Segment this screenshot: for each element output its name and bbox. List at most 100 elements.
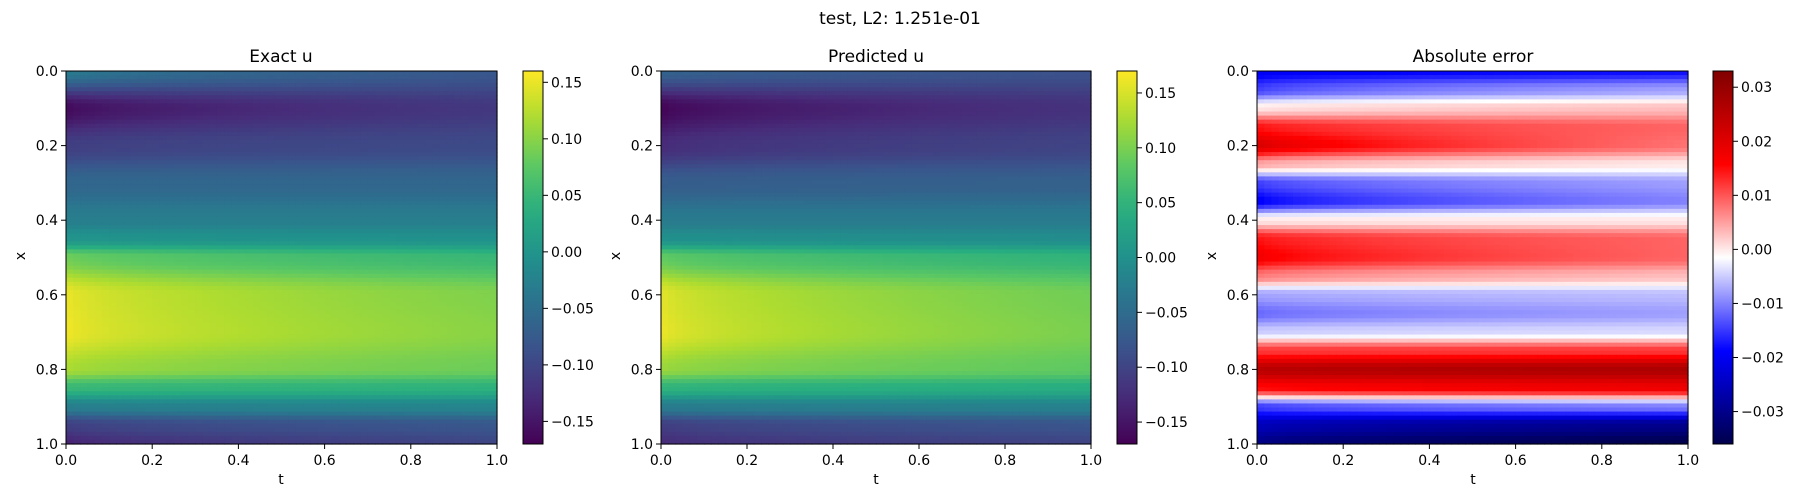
heatmap-cell: [202, 79, 211, 84]
heatmap-cell: [475, 75, 484, 80]
heatmap-cell: [489, 383, 498, 388]
heatmap-cell: [482, 95, 491, 100]
heatmap-cell: [231, 71, 239, 76]
heatmap-cell: [396, 79, 405, 84]
heatmap-cell: [374, 131, 383, 137]
heatmap-cell: [331, 111, 340, 117]
heatmap-cell: [252, 83, 261, 88]
heatmap-cell: [231, 302, 239, 307]
heatmap-cell: [274, 334, 283, 340]
heatmap-cell: [73, 310, 81, 315]
heatmap-cell: [403, 391, 412, 396]
heatmap-cell: [259, 342, 268, 348]
heatmap-cell: [80, 269, 89, 275]
heatmap-cell: [224, 379, 232, 384]
heatmap-cell: [209, 281, 218, 287]
heatmap-cell: [331, 184, 340, 190]
heatmap-cell: [338, 395, 347, 400]
heatmap-cell: [231, 366, 239, 372]
heatmap-cell: [73, 184, 81, 190]
heatmap-cell: [80, 91, 89, 96]
heatmap-cell: [274, 395, 283, 400]
heatmap-cell: [159, 354, 168, 360]
heatmap-cell: [188, 395, 196, 400]
heatmap-cell: [252, 192, 261, 198]
heatmap-cell: [389, 131, 398, 137]
heatmap-cell: [389, 253, 398, 259]
heatmap-cell: [224, 289, 232, 295]
heatmap-cell: [439, 135, 448, 141]
heatmap-cell: [453, 79, 462, 84]
heatmap-cell: [159, 119, 168, 125]
heatmap-cell: [403, 87, 412, 92]
heatmap-cell: [353, 310, 362, 315]
heatmap-cell: [137, 338, 146, 344]
heatmap-cell: [109, 326, 117, 332]
heatmap-cell: [209, 371, 218, 376]
heatmap-cell: [353, 383, 362, 388]
heatmap-cell: [231, 362, 239, 368]
heatmap-cell: [66, 225, 74, 230]
heatmap-cell: [173, 403, 182, 409]
heatmap-cell: [123, 407, 132, 413]
heatmap-cell: [166, 289, 175, 295]
heatmap-cell: [238, 403, 247, 409]
heatmap-cell: [475, 334, 484, 340]
heatmap-cell: [288, 212, 297, 218]
heatmap-cell: [101, 115, 110, 121]
heatmap-cell: [216, 293, 225, 299]
heatmap-cell: [173, 71, 182, 76]
heatmap-cell: [73, 229, 81, 234]
heatmap-cell: [417, 366, 426, 372]
heatmap-cell: [288, 399, 297, 405]
heatmap-cell: [288, 371, 297, 376]
heatmap-cell: [209, 334, 218, 340]
heatmap-cell: [267, 152, 275, 157]
heatmap-cell: [382, 204, 390, 210]
heatmap-cell: [252, 362, 261, 368]
heatmap-cell: [410, 261, 419, 267]
heatmap-cell: [331, 314, 340, 319]
heatmap-cell: [425, 298, 433, 303]
heatmap-cell: [382, 330, 390, 336]
heatmap-cell: [461, 119, 469, 125]
heatmap-cell: [346, 75, 354, 80]
heatmap-cell: [252, 387, 261, 392]
heatmap-cell: [173, 322, 182, 328]
heatmap-cell: [152, 152, 160, 157]
heatmap-cell: [288, 391, 297, 396]
heatmap-cell: [137, 196, 146, 202]
heatmap-cell: [216, 95, 225, 100]
heatmap-cell: [152, 322, 160, 328]
heatmap-cell: [461, 342, 469, 348]
heatmap-cell: [231, 148, 239, 153]
heatmap-cell: [159, 371, 168, 376]
heatmap-cell: [173, 326, 182, 332]
heatmap-cell: [166, 229, 175, 234]
heatmap-cell: [353, 334, 362, 340]
heatmap-cell: [231, 298, 239, 303]
heatmap-cell: [317, 123, 326, 129]
heatmap-cell: [310, 212, 319, 218]
heatmap-cell: [446, 346, 455, 352]
heatmap-cell: [130, 237, 139, 242]
heatmap-cell: [374, 237, 383, 242]
heatmap-cell: [137, 115, 146, 121]
heatmap-cell: [338, 273, 347, 279]
heatmap-cell: [453, 366, 462, 372]
heatmap-cell: [346, 395, 354, 400]
heatmap-cell: [338, 289, 347, 295]
heatmap-cell: [216, 216, 225, 222]
heatmap-cell: [202, 293, 211, 299]
heatmap-cell: [80, 119, 89, 125]
heatmap-cell: [367, 354, 376, 360]
heatmap-cell: [310, 148, 319, 153]
heatmap-cell: [324, 216, 333, 222]
heatmap-cell: [130, 168, 139, 173]
heatmap-cell: [80, 127, 89, 133]
heatmap-cell: [439, 261, 448, 267]
heatmap-cell: [281, 176, 290, 182]
heatmap-cell: [238, 135, 247, 141]
heatmap-cell: [123, 216, 132, 222]
heatmap-cell: [152, 253, 160, 259]
